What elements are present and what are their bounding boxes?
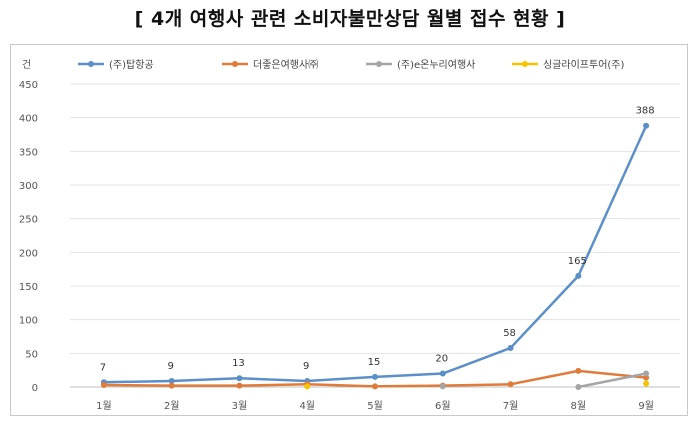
data-point bbox=[100, 381, 107, 388]
data-point bbox=[575, 384, 582, 390]
y-tick-label: 0 bbox=[32, 383, 38, 394]
data-point bbox=[168, 377, 175, 384]
y-tick-label: 150 bbox=[19, 282, 38, 293]
y-tick-label: 350 bbox=[19, 147, 38, 158]
y-axis-ticks: 0 50 100 150 200 250 300 350 400 450 bbox=[19, 80, 38, 394]
y-tick-label: 450 bbox=[19, 80, 38, 91]
legend-label: 더좋은여행사㈜ bbox=[253, 58, 318, 71]
data-point bbox=[372, 383, 378, 390]
y-tick-label: 100 bbox=[19, 316, 38, 327]
data-point bbox=[643, 122, 650, 129]
legend: (주)탑항공 더좋은여행사㈜ (주)e온누리여행사 싱글라이프투어(주) bbox=[78, 58, 625, 71]
y-tick-label: 400 bbox=[19, 114, 38, 125]
x-axis-ticks: 1월 2월 3월 4월 5월 6월 7월 8월 9월 bbox=[96, 400, 654, 412]
y-tick-label: 200 bbox=[19, 248, 38, 259]
legend-marker bbox=[88, 61, 94, 67]
x-tick-label: 3월 bbox=[232, 400, 248, 412]
legend-item-0: (주)탑항공 bbox=[78, 59, 154, 71]
data-point bbox=[643, 380, 650, 387]
series-line-2 bbox=[578, 372, 647, 389]
legend-item-1: 더좋은여행사㈜ bbox=[222, 58, 318, 71]
y-tick-label: 300 bbox=[19, 181, 38, 192]
y-axis-label: 건 bbox=[22, 59, 31, 71]
chart-frame bbox=[10, 44, 688, 416]
x-tick-label: 7월 bbox=[503, 400, 519, 412]
data-point bbox=[575, 367, 582, 374]
x-tick-label: 5월 bbox=[367, 400, 383, 412]
data-label: 9 bbox=[167, 361, 173, 372]
data-label: 388 bbox=[636, 106, 655, 117]
series-line-0 bbox=[103, 125, 648, 384]
data-label: 20 bbox=[435, 354, 448, 365]
legend-label: 싱글라이프투어(주) bbox=[543, 59, 625, 71]
data-point bbox=[439, 383, 446, 390]
data-point bbox=[236, 375, 243, 382]
data-label: 165 bbox=[568, 256, 587, 267]
data-label: 15 bbox=[368, 357, 381, 368]
data-point bbox=[575, 272, 582, 279]
legend-item-3: 싱글라이프투어(주) bbox=[512, 59, 625, 71]
x-tick-label: 6월 bbox=[435, 400, 451, 412]
x-tick-label: 1월 bbox=[96, 400, 112, 412]
data-point bbox=[304, 383, 311, 390]
x-tick-label: 2월 bbox=[164, 400, 180, 412]
series-lines bbox=[103, 125, 648, 389]
legend-label: (주)e온누리여행사 bbox=[397, 59, 475, 71]
data-labels: 7 9 13 9 15 20 58 165 388 bbox=[100, 106, 655, 374]
data-label: 7 bbox=[100, 362, 106, 373]
y-tick-label: 250 bbox=[19, 215, 38, 226]
data-point bbox=[507, 381, 514, 388]
data-point bbox=[236, 382, 243, 389]
chart-title: [ 4개 여행사 관련 소비자불만상담 월별 접수 현황 ] bbox=[134, 8, 566, 30]
data-label: 13 bbox=[232, 358, 245, 369]
y-tick-label: 50 bbox=[25, 349, 38, 360]
legend-marker bbox=[376, 61, 382, 67]
data-point bbox=[372, 373, 378, 380]
x-tick-label: 9월 bbox=[638, 400, 654, 412]
legend-label: (주)탑항공 bbox=[109, 59, 154, 71]
x-tick-label: 8월 bbox=[571, 400, 587, 412]
legend-marker bbox=[522, 61, 528, 67]
data-point bbox=[643, 370, 650, 377]
series-points bbox=[100, 122, 650, 390]
data-label: 9 bbox=[303, 361, 309, 372]
data-label: 58 bbox=[503, 328, 516, 339]
data-point bbox=[439, 370, 446, 377]
data-point bbox=[507, 344, 514, 351]
data-point bbox=[168, 382, 175, 389]
gridlines bbox=[70, 83, 680, 388]
legend-marker bbox=[232, 61, 238, 67]
x-tick-label: 4월 bbox=[299, 400, 315, 412]
legend-item-2: (주)e온누리여행사 bbox=[366, 59, 475, 71]
